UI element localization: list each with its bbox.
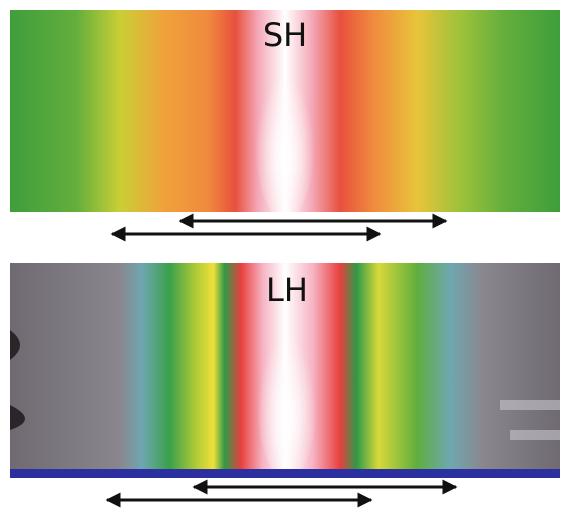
lh-panel: LH [10,263,560,508]
lh-label: LH [266,271,308,309]
lh-core [257,320,317,480]
sh-label: SH [263,16,307,54]
sh-core [255,60,315,220]
sh-panel: SH [10,10,560,242]
light-stripe [500,400,560,440]
dark-region [10,330,25,430]
baseline-bar [10,469,560,478]
